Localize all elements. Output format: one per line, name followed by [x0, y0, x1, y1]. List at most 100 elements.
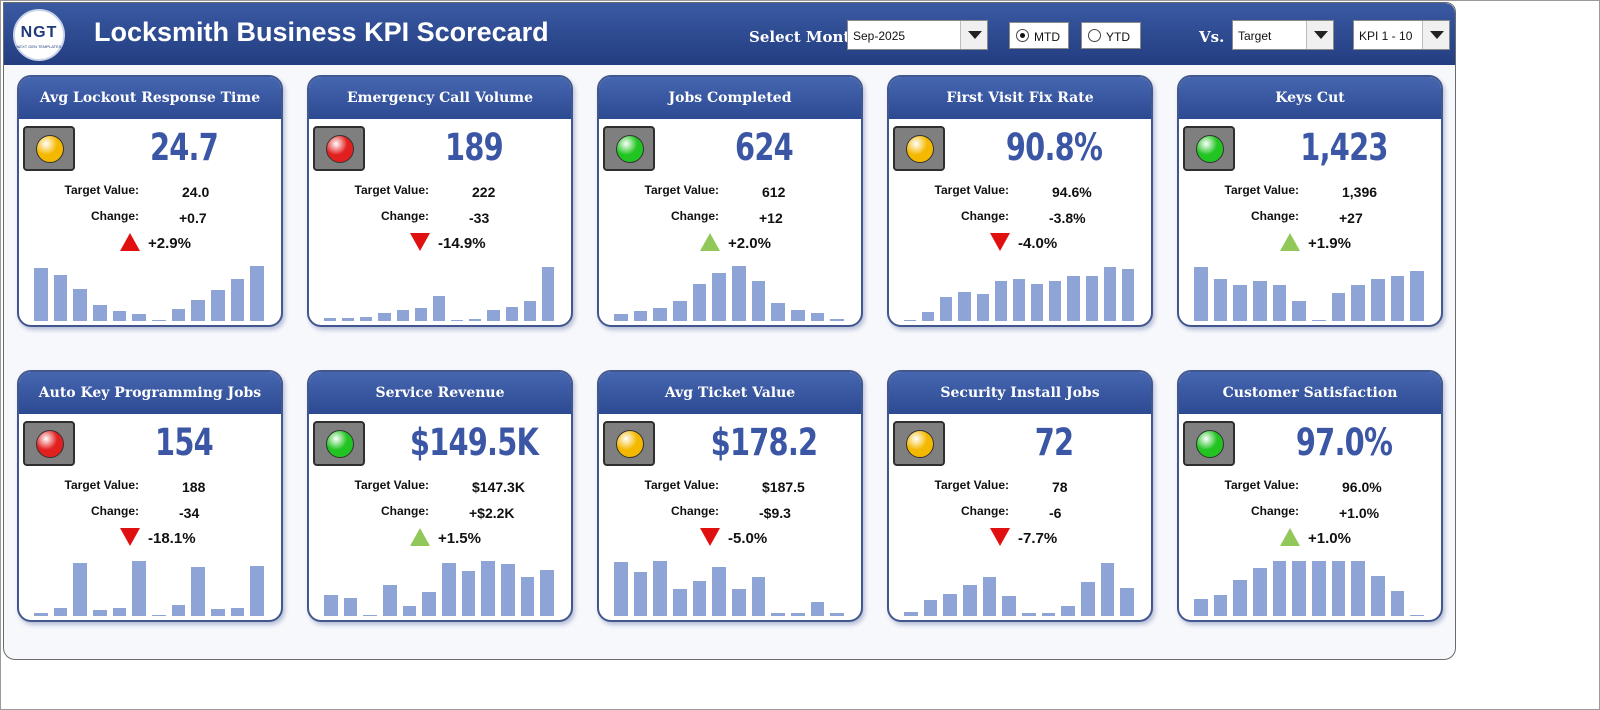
sparkline-bar	[211, 290, 225, 321]
sparkline-bar	[810, 602, 825, 616]
sparkline-bar	[112, 310, 127, 321]
trend-arrow-icon	[120, 528, 140, 546]
sparkline-bar	[1351, 561, 1365, 616]
kpi-title: Security Install Jobs	[940, 385, 1100, 401]
sparkline-bar	[653, 307, 667, 321]
sparkline-bar	[1213, 594, 1228, 616]
status-bulb	[906, 430, 934, 458]
sparkline-bar	[692, 581, 707, 616]
sparkline-bar	[771, 613, 785, 616]
kpi-card-header: Auto Key Programming Jobs	[19, 372, 281, 414]
kpi-card-header: Avg Ticket Value	[599, 372, 861, 414]
sparkline-bar	[633, 572, 648, 616]
sparkline-bar	[1371, 279, 1385, 321]
chevron-down-icon[interactable]	[1306, 21, 1333, 49]
target-value: $187.5	[762, 479, 805, 495]
sparkline-bar	[414, 307, 427, 321]
kpi-card-header: Emergency Call Volume	[309, 77, 571, 119]
status-light-icon	[23, 421, 75, 466]
change-percent: -14.9%	[438, 235, 486, 252]
status-light-icon	[1183, 421, 1235, 466]
sparkline-bar	[732, 266, 746, 321]
kpi-title: Emergency Call Volume	[346, 90, 534, 106]
kpi-card: Emergency Call Volume 189 Target Value: 222…	[307, 75, 573, 327]
sparkline-bar	[250, 266, 264, 321]
sparkline-bar	[1292, 301, 1306, 321]
month-select[interactable]: Sep-2025	[847, 20, 988, 50]
sparkline-bar	[712, 566, 726, 616]
status-light-icon	[893, 126, 945, 171]
sparkline-chart	[323, 263, 559, 321]
mtd-radio[interactable]: MTD	[1009, 22, 1069, 49]
change-label: Change:	[671, 209, 719, 223]
target-value: 222	[472, 184, 496, 200]
chevron-down-icon[interactable]	[1422, 21, 1449, 49]
status-light-icon	[23, 126, 75, 171]
sparkline-bar	[402, 605, 417, 616]
sparkline-bar	[732, 589, 746, 616]
target-value: 78	[1052, 479, 1068, 495]
sparkline-bar	[673, 589, 687, 616]
sparkline-bar	[1100, 562, 1115, 616]
sparkline-bar	[432, 295, 446, 321]
ytd-radio[interactable]: YTD	[1081, 22, 1141, 49]
sparkline-bar	[1120, 588, 1134, 616]
target-value: 188	[182, 479, 206, 495]
status-bulb	[326, 430, 354, 458]
sparkline-chart	[613, 558, 849, 616]
change-percent: -4.0%	[1018, 235, 1058, 252]
sparkline-bar	[1312, 561, 1326, 616]
sparkline-bar	[53, 607, 68, 616]
sparkline-bar	[1067, 276, 1080, 321]
sparkline-bar	[1272, 561, 1287, 616]
sparkline-bar	[342, 317, 355, 321]
change-percent: -5.0%	[728, 530, 768, 547]
sparkline-bar	[922, 312, 935, 321]
compare-value: Target	[1238, 29, 1272, 43]
change-label: Change:	[1251, 209, 1299, 223]
sparkline-bar	[1041, 613, 1056, 616]
sparkline-bar	[34, 267, 48, 321]
sparkline-bar	[487, 309, 500, 321]
target-label: Target Value:	[64, 183, 139, 197]
kpi-card: Avg Ticket Value $178.2 Target Value: $187.…	[597, 370, 863, 622]
sparkline-bar	[633, 310, 648, 321]
sparkline-bar	[1292, 561, 1306, 616]
sparkline-bar	[1351, 284, 1365, 321]
kpi-card-header: Service Revenue	[309, 372, 571, 414]
sparkline-bar	[1194, 266, 1208, 321]
kpi-card: Keys Cut 1,423 Target Value: 1,396 Change: +2…	[1177, 75, 1443, 327]
sparkline-bar	[692, 284, 707, 321]
compare-select[interactable]: Target	[1232, 20, 1334, 50]
sparkline-chart	[323, 558, 559, 616]
target-label: Target Value:	[1224, 183, 1299, 197]
sparkline-bar	[523, 301, 536, 321]
trend-arrow-icon	[990, 528, 1010, 546]
target-label: Target Value:	[644, 478, 719, 492]
trend-arrow-icon	[990, 233, 1010, 251]
change-value: +27	[1339, 210, 1363, 226]
sparkline-bar	[1331, 293, 1346, 321]
target-value: 24.0	[182, 184, 210, 200]
target-label: Target Value:	[354, 183, 429, 197]
dashboard: NGT NEXT GEN TEMPLATES Locksmith Busines…	[3, 2, 1456, 660]
sparkline-bar	[73, 288, 87, 321]
sparkline-bar	[943, 593, 957, 616]
sparkline-bar	[810, 312, 825, 321]
kpi-value: 90.8%	[1005, 126, 1103, 169]
mtd-label: MTD	[1034, 30, 1060, 44]
kpi-card-header: Keys Cut	[1179, 77, 1441, 119]
change-value: -34	[179, 505, 200, 521]
sparkline-bar	[324, 318, 337, 321]
kpi-range-select[interactable]: KPI 1 - 10	[1353, 20, 1450, 50]
kpi-value: 154	[155, 421, 214, 464]
chevron-down-icon[interactable]	[960, 21, 987, 49]
sparkline-bar	[541, 266, 554, 321]
sparkline-bar	[93, 610, 107, 616]
sparkline-bar	[505, 307, 518, 321]
status-bulb	[616, 430, 644, 458]
sparkline-bar	[211, 609, 225, 616]
target-label: Target Value:	[934, 478, 1009, 492]
sparkline-bar	[422, 592, 436, 616]
